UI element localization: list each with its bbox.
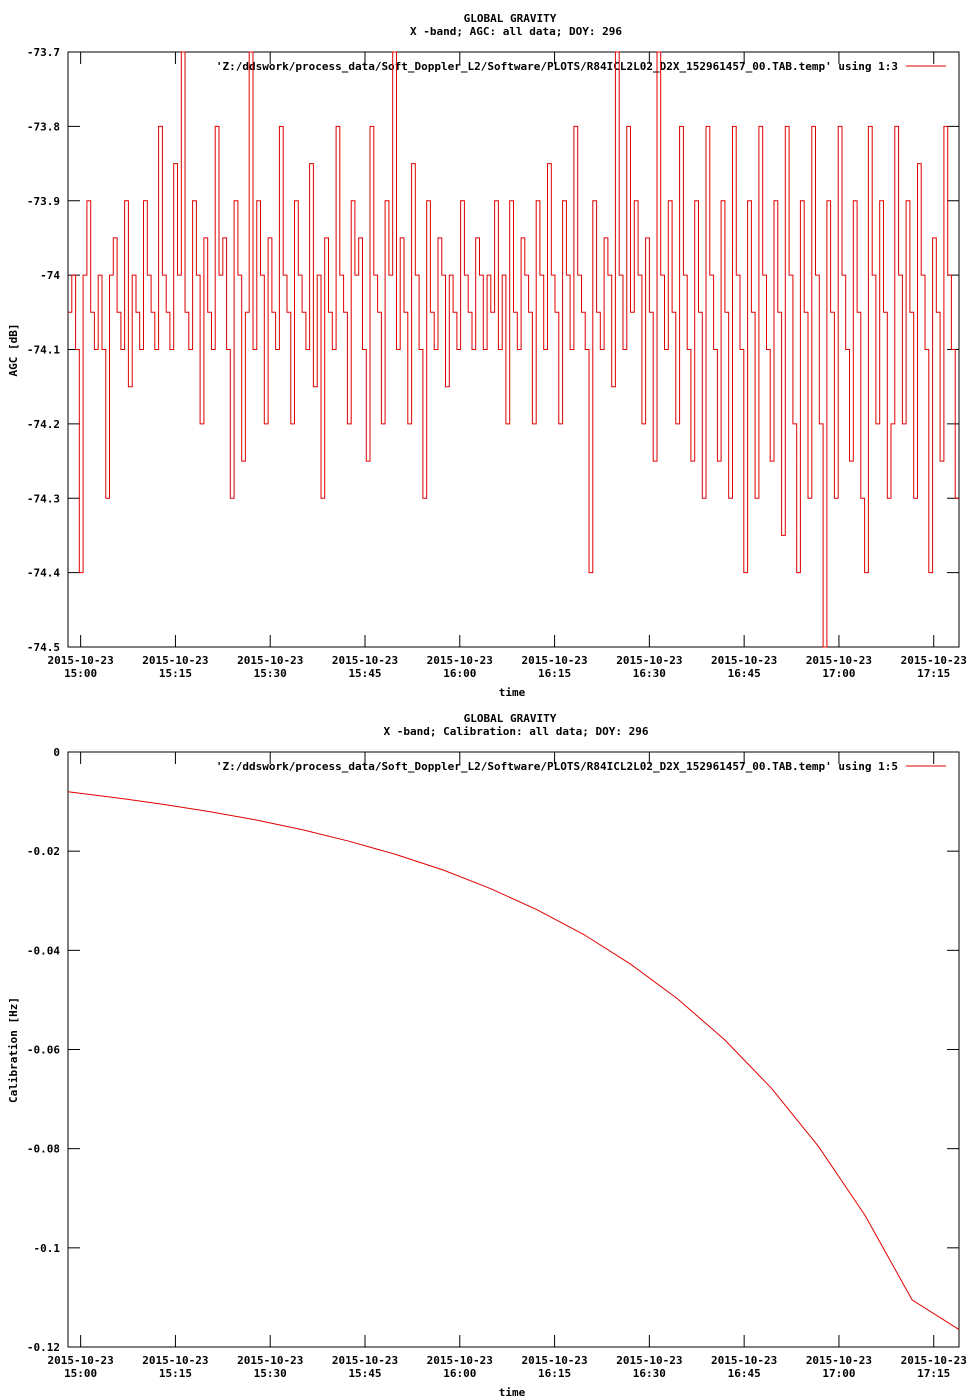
chart1-legend-text: 'Z:/ddswork/process_data/Soft_Doppler_L2… — [216, 60, 898, 73]
chart2-xtick-time: 16:15 — [538, 1367, 571, 1380]
chart1-xtick-date: 2015-10-23 — [806, 654, 872, 667]
chart1-xtick-date: 2015-10-23 — [901, 654, 967, 667]
chart2-xtick-date: 2015-10-23 — [901, 1354, 967, 1367]
chart1-xtick-time: 17:00 — [822, 667, 855, 680]
chart1-xtick-date: 2015-10-23 — [48, 654, 114, 667]
chart2-xtick-time: 17:15 — [917, 1367, 950, 1380]
chart2-xtick-date: 2015-10-23 — [521, 1354, 587, 1367]
chart2-ytick-label: 0 — [53, 746, 60, 759]
chart2-title: GLOBAL GRAVITY — [464, 712, 557, 725]
chart1-xlabel: time — [499, 686, 526, 699]
chart1-xtick-time: 15:45 — [348, 667, 381, 680]
chart2-xtick-time: 15:45 — [348, 1367, 381, 1380]
chart1-ytick-label: -74.5 — [27, 641, 60, 654]
chart2-ytick-label: -0.12 — [27, 1341, 60, 1354]
chart1-plot-frame — [67, 51, 960, 648]
chart1-title: GLOBAL GRAVITY — [464, 12, 557, 25]
chart1-ytick-label: -73.7 — [27, 46, 60, 59]
chart1-xtick-time: 16:45 — [728, 667, 761, 680]
chart2-xtick-date: 2015-10-23 — [142, 1354, 208, 1367]
chart1-ytick-label: -73.8 — [27, 120, 60, 133]
chart1-subtitle: X -band; AGC: all data; DOY: 296 — [410, 25, 622, 38]
chart1-xtick-date: 2015-10-23 — [142, 654, 208, 667]
chart1-ytick-label: -74 — [40, 269, 60, 282]
chart2-ytick-label: -0.06 — [27, 1044, 60, 1057]
chart2-xtick-date: 2015-10-23 — [427, 1354, 493, 1367]
chart2-xtick-time: 15:15 — [159, 1367, 192, 1380]
chart2-xtick-time: 15:30 — [254, 1367, 287, 1380]
chart2-subtitle: X -band; Calibration: all data; DOY: 296 — [384, 725, 649, 738]
chart2-xtick-date: 2015-10-23 — [806, 1354, 872, 1367]
chart1-xtick-date: 2015-10-23 — [237, 654, 303, 667]
chart2-ytick-label: -0.08 — [27, 1143, 60, 1156]
chart1-xtick-time: 17:15 — [917, 667, 950, 680]
chart1-xtick-time: 16:30 — [633, 667, 666, 680]
chart2-series-line — [67, 791, 960, 1331]
chart1-series-line — [68, 51, 959, 648]
chart2-xtick-time: 17:00 — [822, 1367, 855, 1380]
chart1-xtick-time: 15:15 — [159, 667, 192, 680]
chart-marks-group: -73.7 -73.8 -73.9 -74 -74.1 -74.2 -74.3 -74.4 -7… — [27, 46, 967, 1380]
chart2-xtick-date: 2015-10-23 — [616, 1354, 682, 1367]
chart2-ytick-label: -0.02 — [27, 845, 60, 858]
chart2-xtick-date: 2015-10-23 — [237, 1354, 303, 1367]
chart1-ytick-label: -74.1 — [27, 344, 60, 357]
chart2-ytick-label: -0.04 — [27, 944, 60, 957]
chart1-xtick-date: 2015-10-23 — [521, 654, 587, 667]
chart1-ytick-label: -74.2 — [27, 418, 60, 431]
chart2-xtick-time: 16:00 — [443, 1367, 476, 1380]
chart1-xtick-date: 2015-10-23 — [332, 654, 398, 667]
chart2-xtick-time: 16:45 — [728, 1367, 761, 1380]
chart1-ylabel: AGC [dB] — [7, 324, 20, 377]
chart2-ytick-label: -0.1 — [34, 1242, 61, 1255]
chart2-xtick-date: 2015-10-23 — [711, 1354, 777, 1367]
chart2-xtick-time: 16:30 — [633, 1367, 666, 1380]
chart2-xlabel: time — [499, 1386, 526, 1399]
chart2-ylabel: Calibration [Hz] — [7, 997, 20, 1103]
chart2-xtick-time: 15:00 — [64, 1367, 97, 1380]
chart1-xtick-time: 16:15 — [538, 667, 571, 680]
chart2-legend-text: 'Z:/ddswork/process_data/Soft_Doppler_L2… — [216, 760, 898, 773]
chart2-xtick-date: 2015-10-23 — [332, 1354, 398, 1367]
chart1-xtick-time: 15:00 — [64, 667, 97, 680]
chart1-xtick-date: 2015-10-23 — [616, 654, 682, 667]
chart1-ytick-label: -74.4 — [27, 567, 60, 580]
chart1-xtick-time: 15:30 — [254, 667, 287, 680]
chart2-plot-frame — [67, 751, 960, 1348]
chart1-ytick-label: -74.3 — [27, 492, 60, 505]
chart1-xtick-date: 2015-10-23 — [711, 654, 777, 667]
chart2-xtick-date: 2015-10-23 — [48, 1354, 114, 1367]
chart1-xtick-date: 2015-10-23 — [427, 654, 493, 667]
chart1-ytick-label: -73.9 — [27, 195, 60, 208]
chart1-xtick-time: 16:00 — [443, 667, 476, 680]
